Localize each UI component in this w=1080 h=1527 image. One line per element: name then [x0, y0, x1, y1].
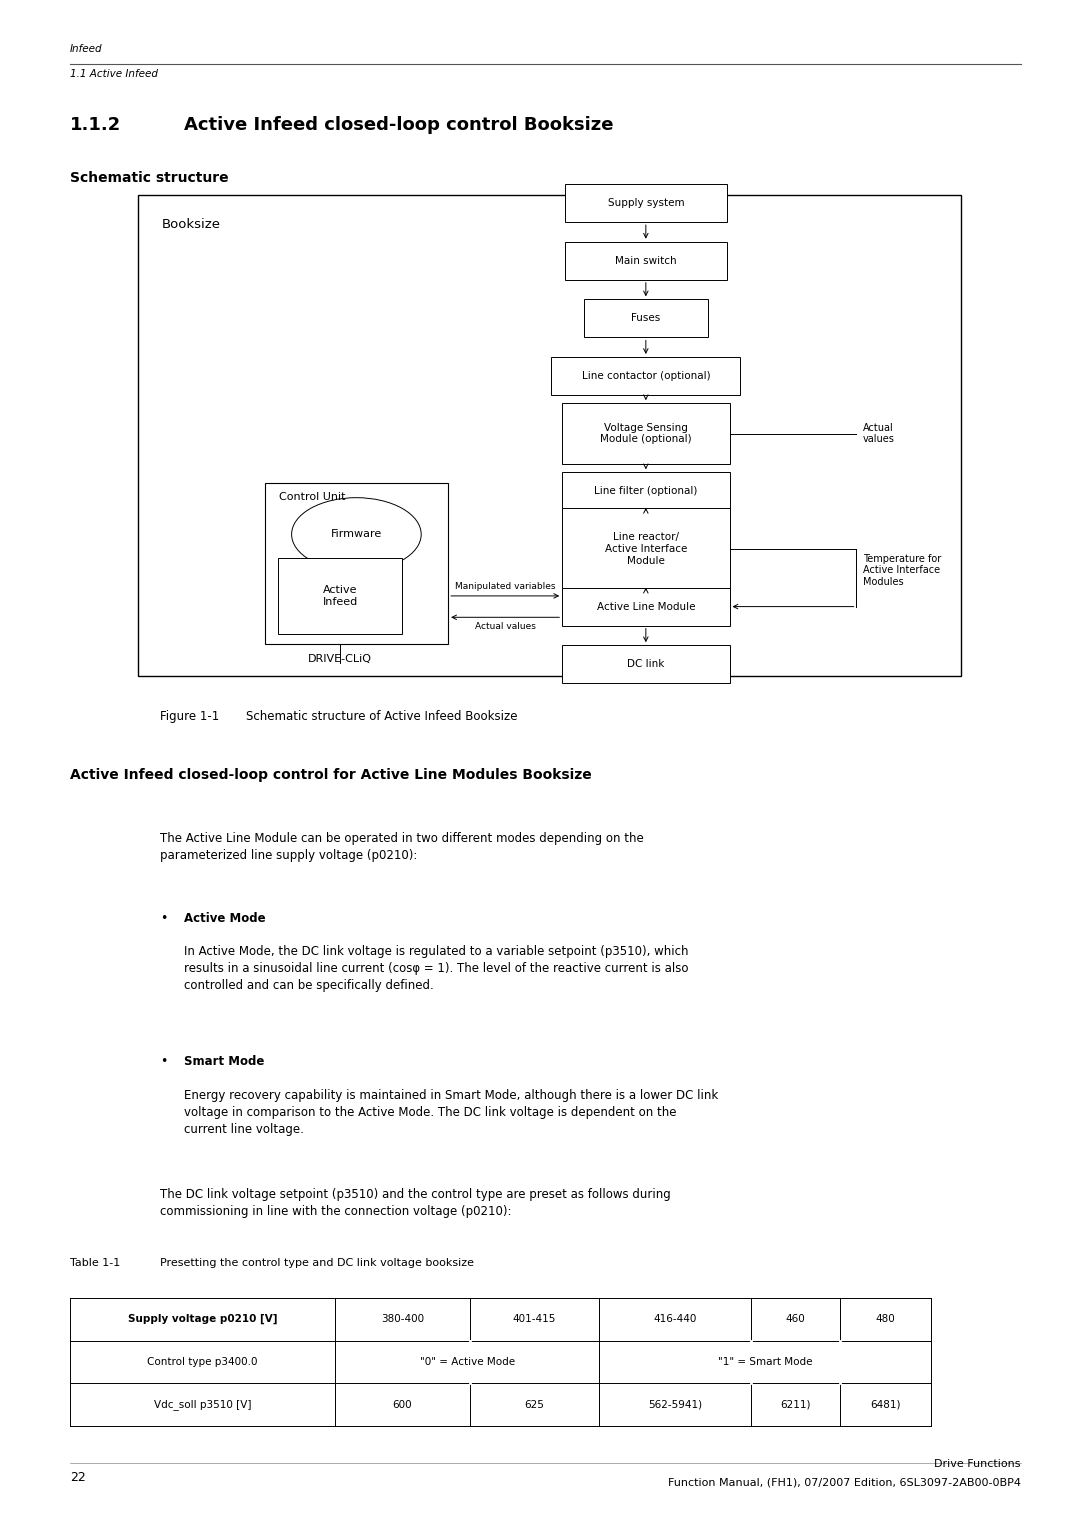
Text: The DC link voltage setpoint (p3510) and the control type are preset as follows : The DC link voltage setpoint (p3510) and… [160, 1188, 671, 1219]
Text: "0" = Active Mode: "0" = Active Mode [419, 1358, 515, 1367]
Text: Figure 1-1: Figure 1-1 [160, 710, 219, 724]
Text: In Active Mode, the DC link voltage is regulated to a variable setpoint (p3510),: In Active Mode, the DC link voltage is r… [184, 945, 688, 993]
Text: "1" = Smart Mode: "1" = Smart Mode [718, 1358, 812, 1367]
Text: Supply system: Supply system [608, 199, 684, 208]
Text: 480: 480 [876, 1315, 895, 1324]
Text: Function Manual, (FH1), 07/2007 Edition, 6SL3097-2AB00-0BP4: Function Manual, (FH1), 07/2007 Edition,… [667, 1477, 1021, 1487]
Text: 380-400: 380-400 [381, 1315, 423, 1324]
Text: Active Line Module: Active Line Module [596, 602, 696, 612]
Text: DRIVE-CLiQ: DRIVE-CLiQ [308, 654, 373, 664]
Text: Actual values: Actual values [475, 621, 536, 631]
Text: •: • [160, 912, 167, 925]
Text: Table 1-1: Table 1-1 [70, 1258, 121, 1269]
Text: Fuses: Fuses [631, 313, 661, 324]
Text: Smart Mode: Smart Mode [184, 1055, 264, 1069]
Text: Line contactor (optional): Line contactor (optional) [581, 371, 711, 382]
Text: 1.1.2: 1.1.2 [70, 116, 121, 134]
Text: 600: 600 [392, 1400, 413, 1409]
Text: Infeed: Infeed [70, 44, 103, 53]
Bar [562, 507, 730, 589]
Text: 6211): 6211) [780, 1400, 811, 1409]
Text: Vdc_soll p3510 [V]: Vdc_soll p3510 [V] [153, 1399, 252, 1411]
Bar [562, 472, 730, 510]
Text: 1.1 Active Infeed: 1.1 Active Infeed [70, 69, 158, 79]
Bar [562, 644, 730, 684]
Text: Line filter (optional): Line filter (optional) [594, 486, 698, 496]
Text: 562-5941): 562-5941) [648, 1400, 702, 1409]
Text: Active
Infeed: Active Infeed [323, 585, 357, 606]
Text: Active Infeed closed-loop control for Active Line Modules Booksize: Active Infeed closed-loop control for Ac… [70, 768, 592, 782]
Text: Firmware: Firmware [330, 530, 382, 539]
Text: Line reactor/
Active Interface
Module: Line reactor/ Active Interface Module [605, 533, 687, 565]
Text: Active Infeed closed-loop control Booksize: Active Infeed closed-loop control Booksi… [184, 116, 613, 134]
Text: Temperature for
Active Interface
Modules: Temperature for Active Interface Modules [863, 554, 941, 586]
Text: DC link: DC link [627, 660, 664, 669]
Bar [562, 403, 730, 464]
Text: 625: 625 [525, 1400, 544, 1409]
Bar [583, 299, 708, 337]
Text: Actual
values: Actual values [863, 423, 895, 444]
Text: Control Unit: Control Unit [279, 492, 346, 502]
Ellipse shape [292, 498, 421, 571]
Text: Control type p3400.0: Control type p3400.0 [147, 1358, 258, 1367]
Text: Drive Functions: Drive Functions [934, 1458, 1021, 1469]
Bar [565, 183, 727, 221]
Text: Supply voltage p0210 [V]: Supply voltage p0210 [V] [127, 1315, 278, 1324]
Bar [138, 195, 961, 676]
Bar [565, 241, 727, 279]
Bar [265, 483, 448, 644]
Text: 22: 22 [70, 1471, 86, 1484]
Text: Schematic structure: Schematic structure [70, 171, 229, 185]
Text: Schematic structure of Active Infeed Booksize: Schematic structure of Active Infeed Boo… [246, 710, 517, 724]
Bar [279, 557, 402, 634]
Text: Energy recovery capability is maintained in Smart Mode, although there is a lowe: Energy recovery capability is maintained… [184, 1089, 718, 1136]
Text: Main switch: Main switch [615, 255, 677, 266]
Text: •: • [160, 1055, 167, 1069]
Text: Active Mode: Active Mode [184, 912, 266, 925]
Text: The Active Line Module can be operated in two different modes depending on the
p: The Active Line Module can be operated i… [160, 832, 644, 863]
Text: 6481): 6481) [870, 1400, 901, 1409]
Text: 401-415: 401-415 [513, 1315, 556, 1324]
Text: Booksize: Booksize [162, 218, 221, 232]
Bar [562, 588, 730, 626]
Text: Voltage Sensing
Module (optional): Voltage Sensing Module (optional) [600, 423, 691, 444]
Bar [551, 357, 741, 395]
Text: 416-440: 416-440 [653, 1315, 697, 1324]
Text: Presetting the control type and DC link voltage booksize: Presetting the control type and DC link … [160, 1258, 474, 1269]
Text: 460: 460 [785, 1315, 806, 1324]
Text: Manipulated variables: Manipulated variables [455, 582, 555, 591]
